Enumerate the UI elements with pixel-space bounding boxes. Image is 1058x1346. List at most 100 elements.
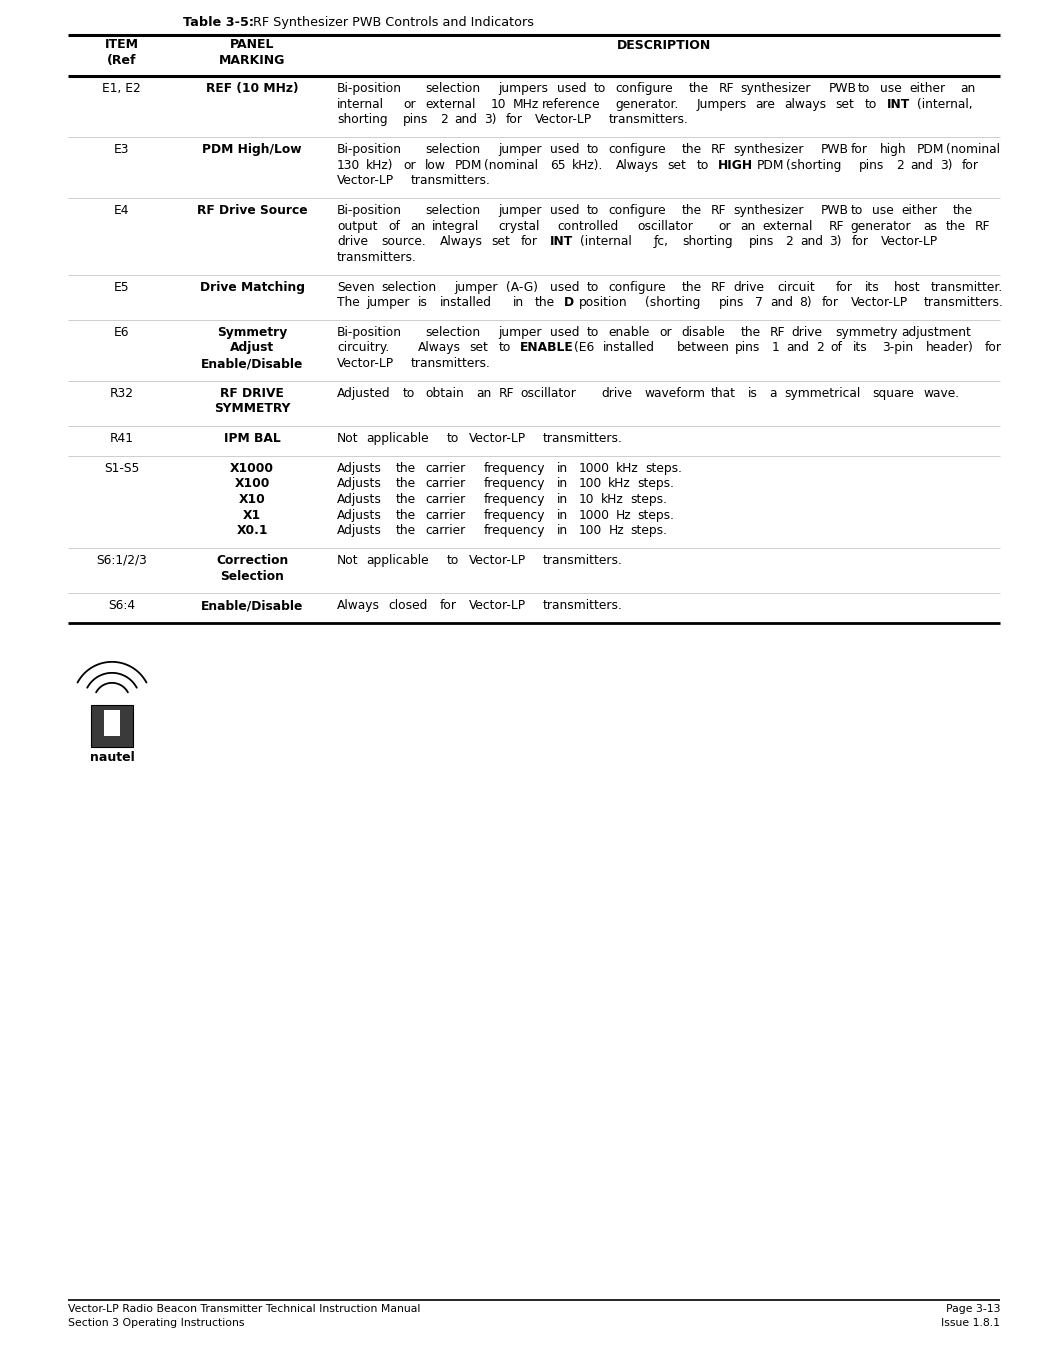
Text: Section 3 Operating Instructions: Section 3 Operating Instructions: [68, 1318, 244, 1329]
Text: E3: E3: [114, 143, 129, 156]
Text: Enable/Disable: Enable/Disable: [201, 599, 304, 612]
Text: Selection: Selection: [220, 569, 284, 583]
Text: E1, E2: E1, E2: [103, 82, 141, 96]
Text: (E6: (E6: [573, 342, 595, 354]
Text: (internal: (internal: [580, 236, 632, 248]
Text: Vector-LP: Vector-LP: [469, 432, 526, 446]
Text: kHz: kHz: [608, 478, 631, 490]
Text: pins: pins: [749, 236, 774, 248]
Text: Vector-LP: Vector-LP: [336, 175, 394, 187]
Text: 3): 3): [940, 159, 952, 172]
Text: or: or: [403, 159, 416, 172]
Text: 1000: 1000: [579, 509, 610, 522]
Text: shorting: shorting: [682, 236, 733, 248]
Text: installed: installed: [603, 342, 655, 354]
Text: Adjusted: Adjusted: [336, 386, 390, 400]
Text: host: host: [894, 280, 920, 293]
Text: position: position: [580, 296, 628, 310]
Text: set: set: [836, 98, 855, 110]
Text: always: always: [784, 98, 826, 110]
Text: used: used: [549, 280, 579, 293]
Text: transmitters.: transmitters.: [543, 599, 622, 612]
Text: jumper: jumper: [366, 296, 409, 310]
Text: frequency: frequency: [484, 493, 545, 506]
Text: header): header): [926, 342, 973, 354]
Text: reference: reference: [543, 98, 601, 110]
Text: for: for: [985, 342, 1002, 354]
Text: disable: disable: [681, 326, 726, 339]
Text: an: an: [411, 219, 425, 233]
Text: Vector-LP: Vector-LP: [880, 236, 937, 248]
Text: oscillator: oscillator: [638, 219, 693, 233]
Text: RF: RF: [769, 326, 785, 339]
Text: waveform: waveform: [645, 386, 706, 400]
Text: in: in: [557, 509, 568, 522]
Text: 3): 3): [484, 113, 496, 127]
Text: transmitters.: transmitters.: [336, 250, 417, 264]
Text: set: set: [469, 342, 488, 354]
Text: 7: 7: [755, 296, 763, 310]
Text: ITEM: ITEM: [105, 38, 139, 51]
Text: Issue 1.8.1: Issue 1.8.1: [941, 1318, 1000, 1329]
Text: Vector-LP: Vector-LP: [851, 296, 908, 310]
Text: S1-S5: S1-S5: [104, 462, 140, 475]
Text: PDM: PDM: [756, 159, 784, 172]
Text: X10: X10: [239, 493, 266, 506]
Text: 2: 2: [896, 159, 904, 172]
Text: Always: Always: [616, 159, 659, 172]
Text: (shorting: (shorting: [786, 159, 841, 172]
Text: frequency: frequency: [484, 478, 545, 490]
Text: 10: 10: [579, 493, 595, 506]
Text: to: to: [403, 386, 416, 400]
Text: external: external: [763, 219, 813, 233]
Text: configure: configure: [608, 143, 665, 156]
Text: high: high: [879, 143, 907, 156]
Text: for: for: [852, 236, 869, 248]
Text: controlled: controlled: [557, 219, 618, 233]
Text: closed: closed: [388, 599, 427, 612]
Text: PDM High/Low: PDM High/Low: [202, 143, 302, 156]
Text: used: used: [557, 82, 586, 96]
Text: use: use: [879, 82, 901, 96]
Text: pins: pins: [403, 113, 428, 127]
Text: enable: enable: [608, 326, 650, 339]
Text: 2: 2: [816, 342, 823, 354]
Text: PDM: PDM: [454, 159, 481, 172]
Text: Bi-position: Bi-position: [336, 326, 402, 339]
Text: MARKING: MARKING: [219, 54, 286, 67]
Text: for: for: [962, 159, 979, 172]
Text: Vector-LP: Vector-LP: [535, 113, 592, 127]
Text: and: and: [800, 236, 823, 248]
Text: to: to: [586, 326, 599, 339]
Text: in: in: [513, 296, 524, 310]
Text: Symmetry: Symmetry: [217, 326, 287, 339]
Text: E5: E5: [114, 280, 129, 293]
Text: for: for: [521, 236, 537, 248]
Text: X1000: X1000: [230, 462, 274, 475]
Text: RF Synthesizer PWB Controls and Indicators: RF Synthesizer PWB Controls and Indicato…: [245, 16, 534, 30]
Text: steps.: steps.: [638, 509, 675, 522]
Text: the: the: [741, 326, 761, 339]
Text: (nominal: (nominal: [484, 159, 537, 172]
Text: drive: drive: [601, 386, 632, 400]
Text: either: either: [901, 205, 937, 217]
Text: generator: generator: [851, 219, 911, 233]
Text: pins: pins: [859, 159, 884, 172]
Text: S6:1/2/3: S6:1/2/3: [96, 555, 147, 567]
Text: (A-G): (A-G): [506, 280, 537, 293]
Text: PWB: PWB: [821, 205, 849, 217]
Text: in: in: [557, 525, 568, 537]
Text: transmitters.: transmitters.: [411, 175, 490, 187]
Text: to: to: [865, 98, 877, 110]
Text: PANEL: PANEL: [230, 38, 274, 51]
Text: synthesizer: synthesizer: [733, 205, 803, 217]
Text: HIGH: HIGH: [718, 159, 753, 172]
Text: in: in: [557, 478, 568, 490]
Text: used: used: [549, 205, 579, 217]
Text: is: is: [418, 296, 427, 310]
Text: to: to: [858, 82, 870, 96]
Text: either: either: [909, 82, 945, 96]
Bar: [91, 705, 133, 747]
Text: to: to: [446, 555, 459, 567]
Text: 2: 2: [785, 236, 794, 248]
